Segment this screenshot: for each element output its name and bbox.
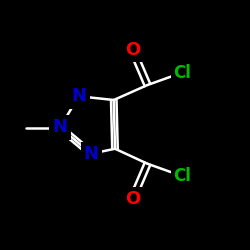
- Text: O: O: [125, 41, 140, 59]
- Text: N: N: [84, 145, 99, 163]
- Text: N: N: [71, 87, 86, 105]
- Text: Cl: Cl: [174, 64, 192, 82]
- Text: N: N: [52, 118, 68, 136]
- Text: Cl: Cl: [174, 167, 192, 185]
- Text: O: O: [125, 190, 140, 208]
